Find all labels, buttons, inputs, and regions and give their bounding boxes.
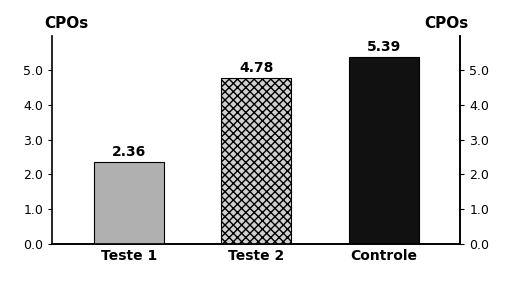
Text: CPOs: CPOs: [44, 16, 88, 31]
Bar: [94, 162, 164, 244]
Bar: [349, 57, 419, 244]
Text: 2.36: 2.36: [112, 145, 146, 159]
Text: 4.78: 4.78: [239, 61, 274, 75]
Text: 5.39: 5.39: [367, 40, 401, 54]
Bar: [221, 78, 291, 244]
Text: CPOs: CPOs: [424, 16, 469, 31]
